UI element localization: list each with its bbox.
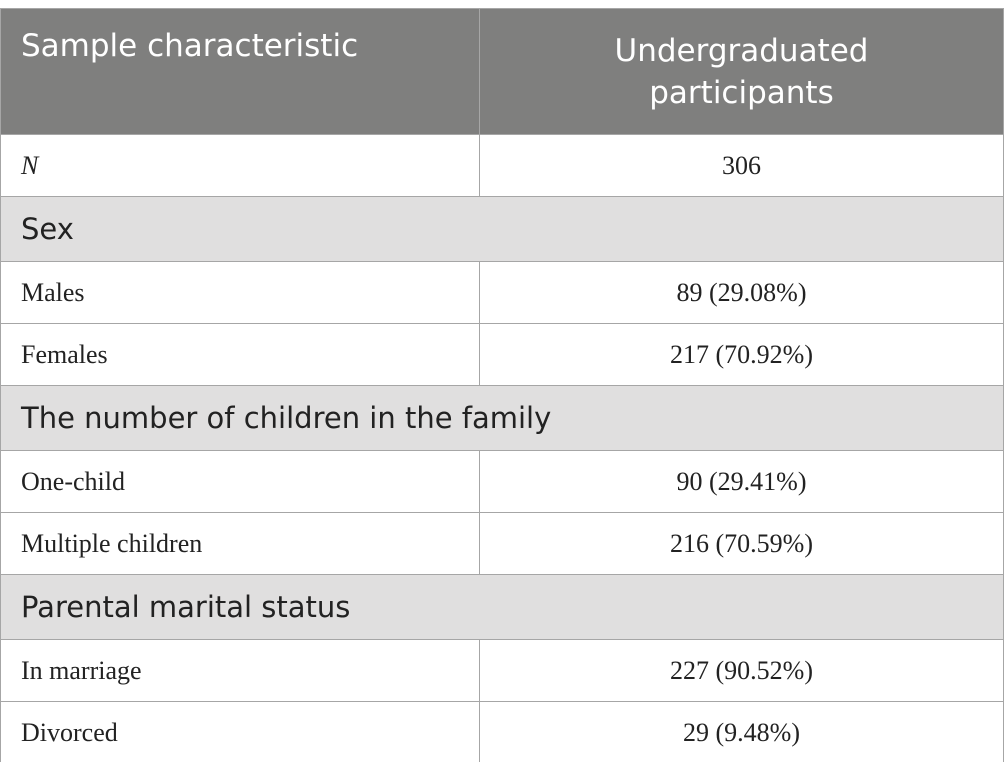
header-cell: Sample characteristic [0, 8, 480, 135]
data-row: In marriage 227 (90.52%) [0, 639, 1004, 702]
label-cell: One-child [0, 450, 480, 513]
data-row: N 306 [0, 134, 1004, 197]
header-cell: Undergraduated participants [479, 8, 1004, 135]
table-body: N 306 Sex Males 89 (29.08%) Females 217 (70.92… [0, 134, 1004, 762]
section-row: The number of children in the family [0, 385, 1004, 451]
data-row: One-child 90 (29.41%) [0, 450, 1004, 513]
value-cell: 29 (9.48%) [479, 701, 1004, 762]
value-cell: 89 (29.08%) [479, 261, 1004, 324]
label-cell: Females [0, 323, 480, 386]
label-cell: Males [0, 261, 480, 324]
label-cell: N [0, 134, 480, 197]
header-row: Sample characteristic Undergraduated par… [0, 8, 1004, 135]
section-cell: Parental marital status [0, 574, 1004, 640]
data-row: Multiple children 216 (70.59%) [0, 512, 1004, 575]
section-cell: Sex [0, 196, 1004, 262]
label-cell: Divorced [0, 701, 480, 762]
value-cell: 217 (70.92%) [479, 323, 1004, 386]
label-cell: Multiple children [0, 512, 480, 575]
data-row: Females 217 (70.92%) [0, 323, 1004, 386]
page: Sample characteristic Undergraduated par… [0, 8, 1005, 762]
label-cell: In marriage [0, 639, 480, 702]
value-cell: 216 (70.59%) [479, 512, 1004, 575]
table: Sample characteristic Undergraduated par… [0, 8, 1004, 762]
value-cell: 90 (29.41%) [479, 450, 1004, 513]
data-row: Males 89 (29.08%) [0, 261, 1004, 324]
table-header: Sample characteristic Undergraduated par… [0, 8, 1004, 135]
section-row: Parental marital status [0, 574, 1004, 640]
section-cell: The number of children in the family [0, 385, 1004, 451]
data-row: Divorced 29 (9.48%) [0, 701, 1004, 762]
value-cell: 227 (90.52%) [479, 639, 1004, 702]
value-cell: 306 [479, 134, 1004, 197]
section-row: Sex [0, 196, 1004, 262]
